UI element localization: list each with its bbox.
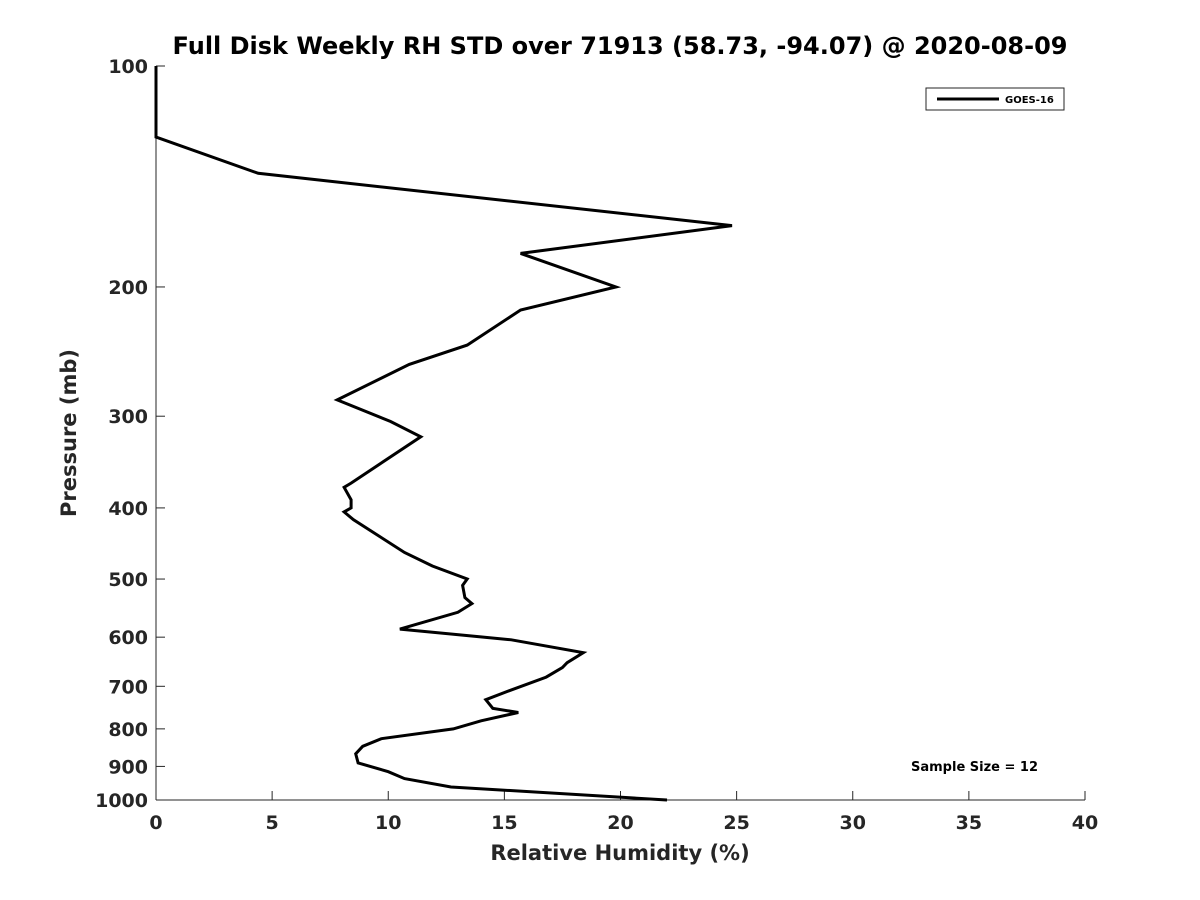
x-tick-label: 40 xyxy=(1072,812,1098,834)
y-tick-label: 800 xyxy=(108,719,148,741)
x-tick-label: 0 xyxy=(149,812,162,834)
y-tick-label: 300 xyxy=(108,406,148,428)
x-tick-label: 20 xyxy=(607,812,633,834)
x-tick-label: 35 xyxy=(956,812,982,834)
x-tick-label: 5 xyxy=(266,812,279,834)
y-tick-label: 900 xyxy=(108,756,148,778)
y-tick-label: 1000 xyxy=(95,790,148,812)
x-tick-label: 25 xyxy=(723,812,749,834)
legend-label: GOES-16 xyxy=(1005,95,1054,106)
y-tick-label: 100 xyxy=(108,56,148,78)
x-tick-label: 15 xyxy=(491,812,517,834)
chart-title: Full Disk Weekly RH STD over 71913 (58.7… xyxy=(173,32,1068,60)
x-tick-label: 10 xyxy=(375,812,401,834)
x-axis-label: Relative Humidity (%) xyxy=(490,841,749,865)
y-axis-label: Pressure (mb) xyxy=(57,349,81,517)
series-line-goes-16 xyxy=(154,66,733,802)
y-tick-label: 200 xyxy=(108,277,148,299)
y-tick-label: 700 xyxy=(108,676,148,698)
y-axis: 100 200 300 400 500 600 700 800 900 1000 xyxy=(95,56,165,812)
sample-size-annotation: Sample Size = 12 xyxy=(911,760,1038,775)
y-tick-label: 500 xyxy=(108,569,148,591)
x-axis: 0 5 10 15 20 25 30 35 40 xyxy=(149,791,1098,834)
y-tick-label: 400 xyxy=(108,498,148,520)
y-tick-label: 600 xyxy=(108,627,148,649)
legend: GOES-16 xyxy=(925,87,1065,111)
x-tick-label: 30 xyxy=(840,812,866,834)
